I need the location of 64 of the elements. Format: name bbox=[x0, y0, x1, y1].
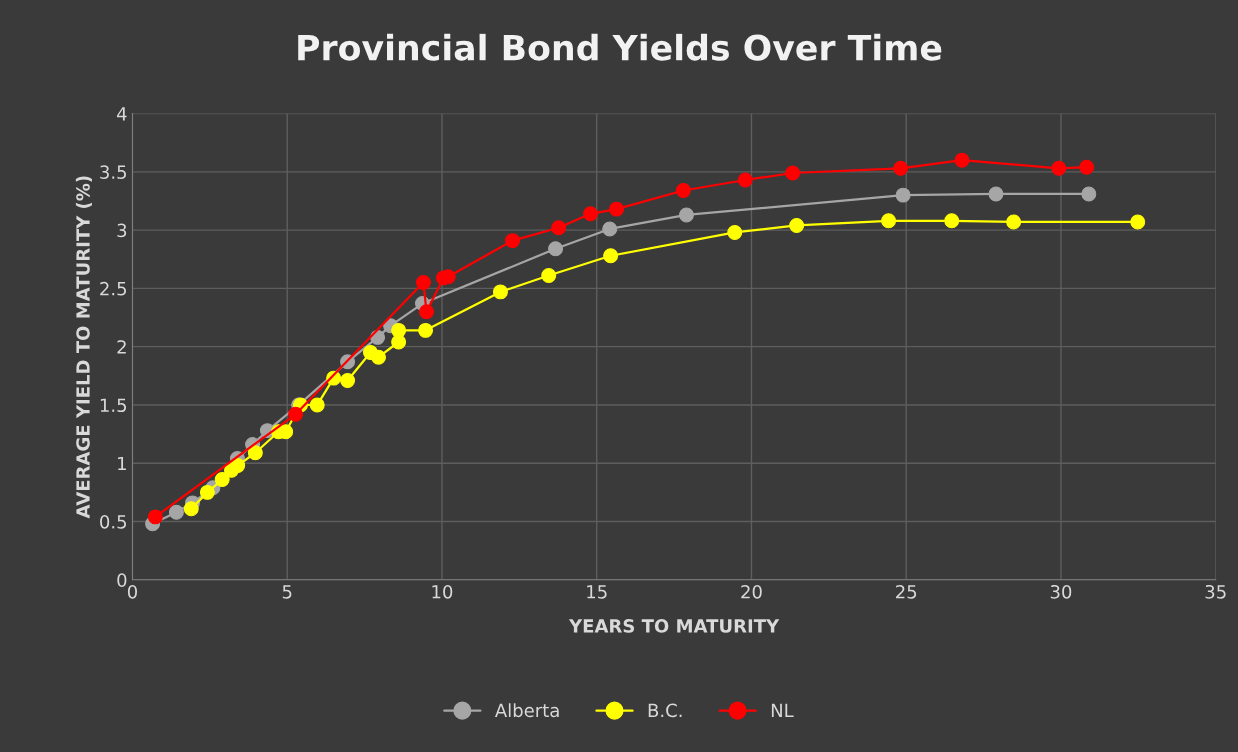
x-tick-label: 5 bbox=[282, 585, 292, 599]
point bbox=[418, 322, 434, 338]
y-tick-label: 2 bbox=[117, 340, 126, 354]
point bbox=[147, 509, 163, 525]
y-tick-label: 3 bbox=[117, 223, 127, 238]
y-tick-label: 0 bbox=[117, 573, 127, 587]
x-tick-label: 15 bbox=[587, 585, 607, 599]
x-axis-title: YEARS TO MATURITY bbox=[568, 619, 780, 633]
y-tick-label: 2.5 bbox=[100, 281, 127, 296]
point bbox=[893, 160, 909, 176]
point bbox=[895, 187, 911, 203]
point bbox=[309, 397, 325, 413]
y-axis-title: AVERAGE YIELD TO MATURITY (%) bbox=[75, 176, 92, 519]
point bbox=[541, 268, 557, 284]
legend-label: NL bbox=[771, 703, 794, 717]
y-tick-label: 1 bbox=[118, 456, 126, 471]
point bbox=[737, 172, 753, 188]
point bbox=[168, 504, 184, 520]
point bbox=[371, 349, 386, 365]
point bbox=[954, 152, 970, 168]
point bbox=[288, 406, 304, 422]
point bbox=[583, 206, 598, 222]
point bbox=[1006, 214, 1022, 230]
chart-title: Provincial Bond Yields Over Time bbox=[298, 33, 942, 61]
y-tick-label: 3.5 bbox=[100, 165, 127, 179]
point bbox=[493, 284, 508, 300]
point bbox=[1051, 160, 1067, 176]
legend-label: Alberta bbox=[494, 703, 559, 718]
point bbox=[988, 186, 1004, 202]
point bbox=[419, 304, 434, 320]
x-tick-label: 20 bbox=[741, 584, 762, 599]
point bbox=[944, 213, 960, 229]
point bbox=[548, 241, 564, 257]
point bbox=[603, 248, 619, 264]
point bbox=[391, 322, 407, 338]
y-tick-label: 1.5 bbox=[100, 398, 127, 413]
point bbox=[881, 213, 897, 229]
legend-label: B.C. bbox=[648, 703, 682, 718]
x-tick-label: 35 bbox=[1205, 584, 1226, 599]
point bbox=[679, 207, 694, 223]
point bbox=[789, 217, 805, 233]
point bbox=[415, 275, 431, 291]
point bbox=[183, 501, 199, 517]
point bbox=[214, 472, 230, 488]
x-tick-label: 0 bbox=[127, 584, 138, 599]
point bbox=[340, 373, 356, 388]
point bbox=[199, 484, 215, 500]
point bbox=[609, 201, 624, 217]
point bbox=[1130, 214, 1146, 230]
point bbox=[551, 220, 567, 236]
x-tick-label: 25 bbox=[896, 584, 917, 599]
y-tick-label: 4 bbox=[117, 107, 127, 121]
point bbox=[247, 445, 263, 461]
point bbox=[602, 221, 618, 237]
point bbox=[675, 183, 691, 198]
point bbox=[785, 165, 801, 181]
point bbox=[1079, 159, 1095, 175]
point bbox=[1081, 186, 1097, 202]
x-tick-label: 10 bbox=[432, 584, 453, 599]
y-tick-label: 0.5 bbox=[100, 514, 127, 529]
point bbox=[505, 233, 520, 249]
x-tick-label: 30 bbox=[1050, 584, 1072, 599]
point bbox=[230, 458, 246, 474]
point bbox=[727, 224, 743, 240]
